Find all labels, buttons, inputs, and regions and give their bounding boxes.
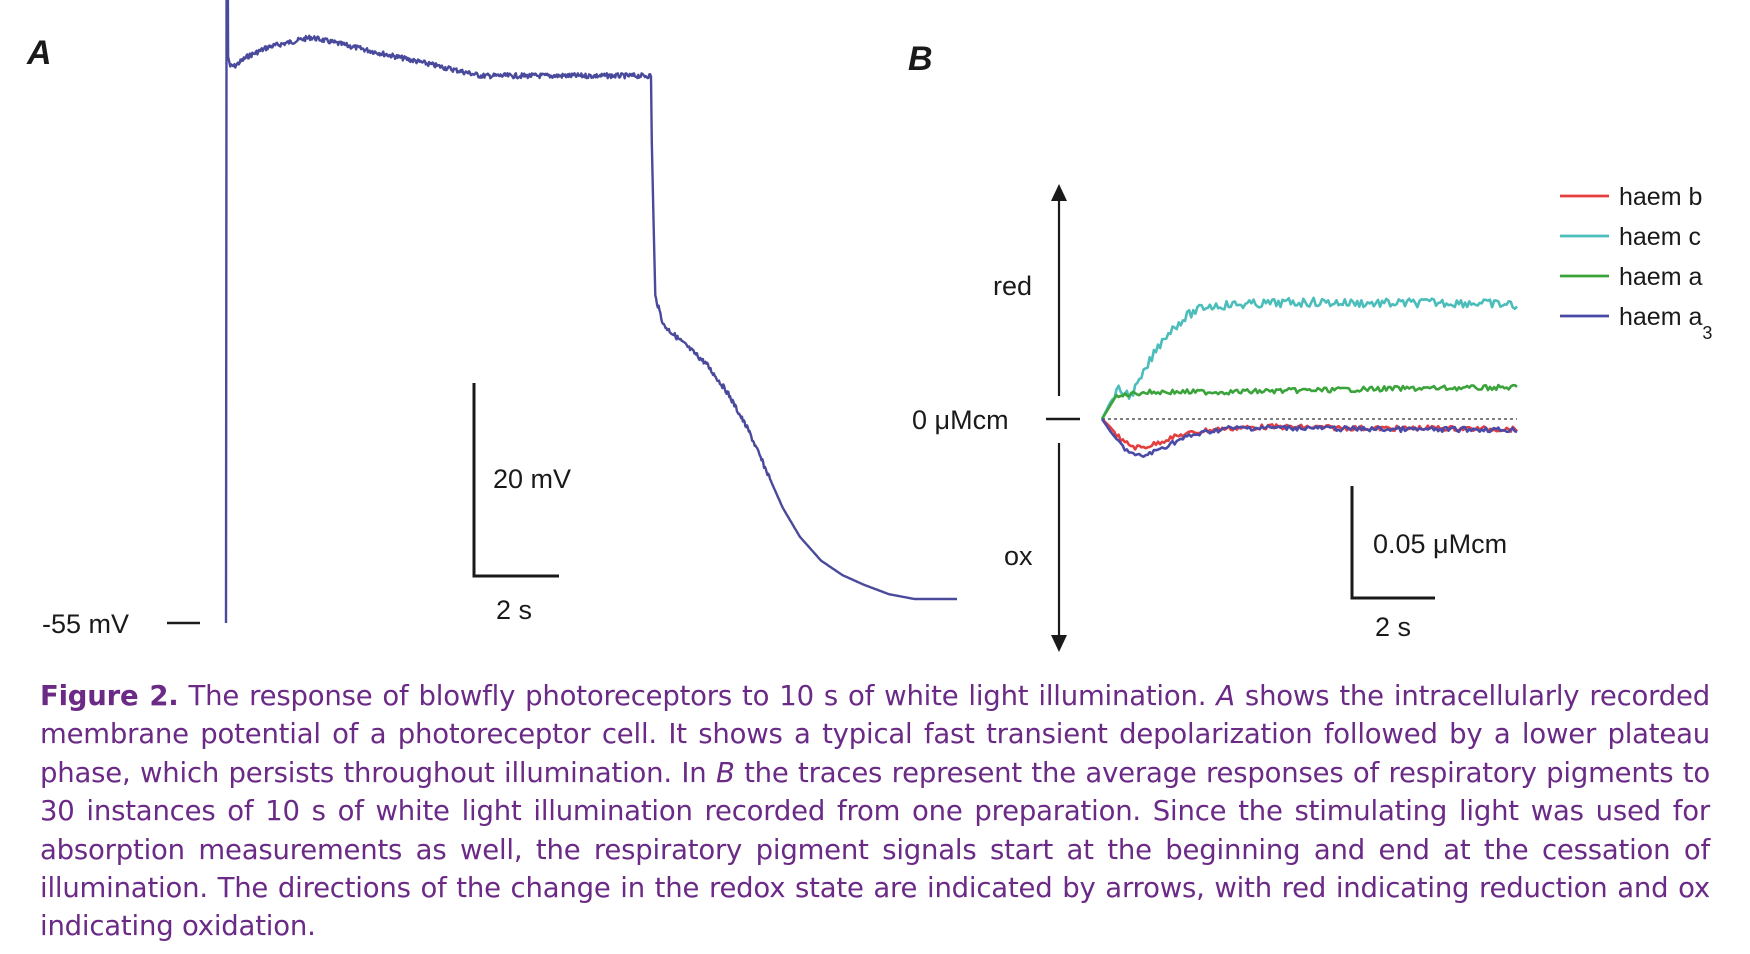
caption-text-1: The response of blowfly photoreceptors t… xyxy=(178,680,1217,712)
trace-haem-a xyxy=(1100,383,1518,420)
panel-a-letter: A xyxy=(26,34,52,72)
legend-label: haem b xyxy=(1619,183,1702,211)
caption-text-3: the traces represent the average respons… xyxy=(40,756,1710,943)
figure-caption: Figure 2. The response of blowfly photor… xyxy=(40,677,1710,946)
scale-bar-b: 0.05 μMcm 2 s xyxy=(1350,486,1507,642)
baseline-label: -55 mV xyxy=(42,609,129,639)
zero-label: 0 μMcm xyxy=(912,405,1009,435)
scale-bar-a: 20 mV 2 s xyxy=(472,383,571,625)
pigment-traces xyxy=(1100,296,1518,458)
ox-arrow-icon xyxy=(1051,635,1067,652)
caption-italic-a: A xyxy=(1216,680,1235,712)
red-arrow-icon xyxy=(1051,184,1067,201)
legend-label: haem a xyxy=(1619,263,1702,291)
caption-label: Figure 2. xyxy=(40,680,179,712)
legend: haem b haem c haem a haem a3 xyxy=(1560,183,1712,343)
panel-b-letter: B xyxy=(908,40,933,78)
scale-bar-b-x-label: 2 s xyxy=(1375,612,1411,642)
redox-arrows: red ox xyxy=(993,184,1067,652)
legend-label: haem c xyxy=(1619,223,1701,251)
caption-text-2: shows the intracellularly recorded membr… xyxy=(40,680,1711,789)
trace-haem-a3 xyxy=(1100,418,1518,458)
trace-haem-c xyxy=(1100,296,1518,420)
ox-label: ox xyxy=(1004,541,1033,571)
caption-italic-b: B xyxy=(715,756,735,789)
scale-bar-b-y-label: 0.05 μMcm xyxy=(1373,529,1507,559)
scale-bar-a-x-label: 2 s xyxy=(496,595,532,625)
legend-label: haem a3 xyxy=(1619,303,1712,343)
scale-bar-a-y-label: 20 mV xyxy=(493,464,571,494)
membrane-potential-trace xyxy=(224,0,958,624)
panel-a: A -55 mV 20 mV 2 s xyxy=(26,0,958,639)
red-label: red xyxy=(993,271,1032,301)
trace-haem-b xyxy=(1101,418,1518,451)
panel-b: B red ox 0 μMcm 0.05 μMcm 2 s haem bhaem… xyxy=(908,40,1712,652)
